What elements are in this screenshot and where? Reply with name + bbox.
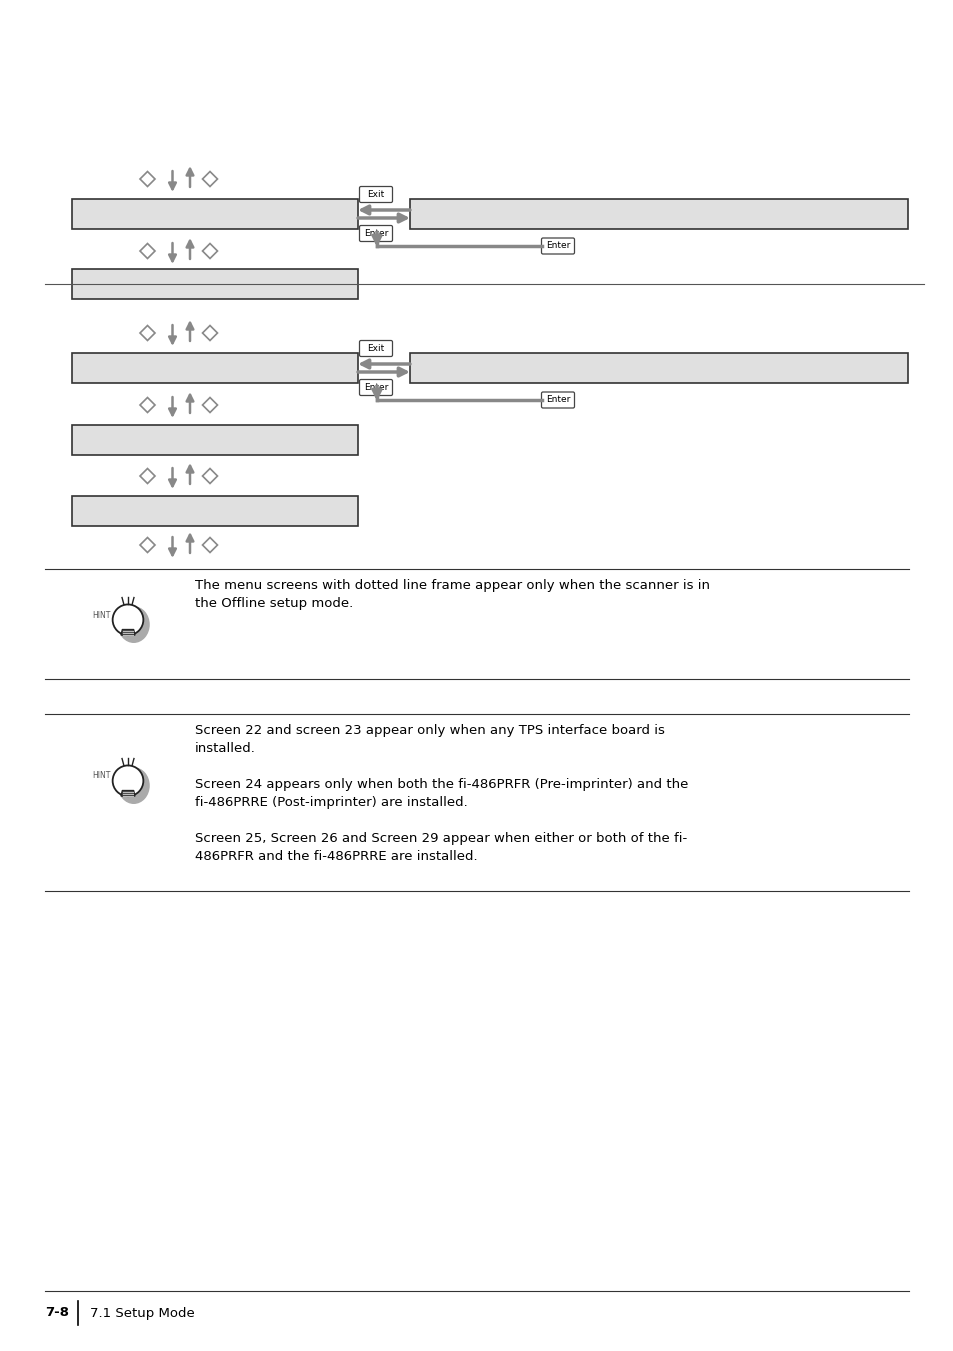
Bar: [71, 496, 357, 526]
Bar: [71, 426, 357, 455]
Circle shape: [112, 604, 143, 635]
Text: 7.1 Setup Mode: 7.1 Setup Mode: [90, 1306, 194, 1320]
Text: Enter: Enter: [545, 242, 570, 250]
Text: Screen 25, Screen 26 and Screen 29 appear when either or both of the fi-
486PRFR: Screen 25, Screen 26 and Screen 29 appea…: [194, 832, 686, 863]
Text: Screen 22 and screen 23 appear only when any TPS interface board is
installed.: Screen 22 and screen 23 appear only when…: [194, 724, 664, 755]
Bar: [71, 199, 357, 230]
Bar: [71, 353, 357, 382]
Text: 7-8: 7-8: [45, 1306, 69, 1320]
FancyBboxPatch shape: [359, 226, 392, 242]
Polygon shape: [121, 790, 135, 796]
Bar: [410, 199, 907, 230]
Text: Exit: Exit: [367, 190, 384, 199]
Bar: [71, 269, 357, 299]
Polygon shape: [121, 630, 135, 635]
Text: Enter: Enter: [363, 382, 388, 392]
Text: Enter: Enter: [363, 230, 388, 238]
FancyBboxPatch shape: [359, 186, 392, 203]
Text: HINT: HINT: [92, 771, 111, 781]
Bar: [410, 353, 907, 382]
Text: Screen 24 appears only when both the fi-486PRFR (Pre-imprinter) and the
fi-486PR: Screen 24 appears only when both the fi-…: [194, 778, 688, 809]
Text: Exit: Exit: [367, 345, 384, 353]
FancyBboxPatch shape: [541, 392, 574, 408]
FancyBboxPatch shape: [359, 380, 392, 396]
Text: The menu screens with dotted line frame appear only when the scanner is in
the O: The menu screens with dotted line frame …: [194, 580, 709, 611]
FancyBboxPatch shape: [359, 340, 392, 357]
Text: Enter: Enter: [545, 396, 570, 404]
Circle shape: [112, 766, 143, 796]
Ellipse shape: [117, 607, 150, 643]
FancyBboxPatch shape: [541, 238, 574, 254]
Ellipse shape: [117, 767, 150, 804]
Text: HINT: HINT: [92, 611, 111, 620]
